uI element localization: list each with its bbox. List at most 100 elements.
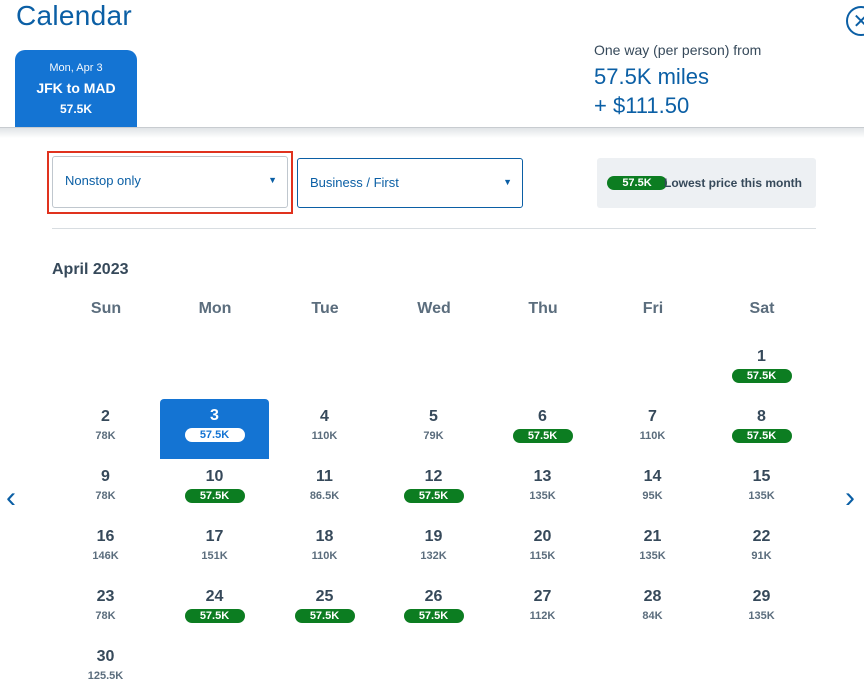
next-month-button[interactable]: › bbox=[845, 483, 855, 513]
day-price: 146K bbox=[92, 550, 119, 562]
calendar-day-13[interactable]: 13 135K bbox=[488, 460, 597, 520]
weekday-tue: Tue bbox=[311, 300, 339, 317]
calendar-day-26[interactable]: 26 57.5K bbox=[379, 580, 488, 640]
day-price: 135K bbox=[529, 490, 556, 502]
calendar-day-2[interactable]: 2 78K bbox=[51, 400, 160, 460]
day-number: 18 bbox=[315, 528, 334, 545]
calendar-day-14[interactable]: 14 95K bbox=[598, 460, 707, 520]
calendar-day-9[interactable]: 9 78K bbox=[51, 460, 160, 520]
legend-text: Lowest price this month bbox=[664, 176, 803, 190]
calendar-day-21[interactable]: 21 135K bbox=[598, 520, 707, 580]
chevron-right-icon: › bbox=[845, 481, 855, 514]
day-number: 6 bbox=[538, 408, 547, 425]
close-icon: ✕ bbox=[852, 10, 864, 33]
close-button[interactable]: ✕ bbox=[846, 6, 864, 36]
calendar-day-12[interactable]: 12 57.5K bbox=[379, 460, 488, 520]
day-price: 86.5K bbox=[309, 490, 340, 502]
calendar-day-17[interactable]: 17 151K bbox=[160, 520, 269, 580]
header-divider bbox=[0, 127, 864, 128]
section-divider bbox=[52, 228, 816, 229]
day-number: 13 bbox=[533, 468, 552, 485]
fare-label: One way (per person) from bbox=[594, 42, 762, 58]
legend-pill: 57.5K bbox=[607, 176, 667, 190]
calendar-day-22[interactable]: 22 91K bbox=[707, 520, 816, 580]
flight-tab[interactable]: Mon, Apr 3 JFK to MAD 57.5K bbox=[15, 50, 137, 128]
day-number: 23 bbox=[96, 588, 115, 605]
day-price: 151K bbox=[201, 550, 228, 562]
day-number: 28 bbox=[643, 588, 662, 605]
fare-miles: 57.5K miles bbox=[594, 64, 709, 89]
day-number: 26 bbox=[424, 588, 443, 605]
calendar-day-7[interactable]: 7 110K bbox=[598, 400, 707, 460]
day-number: 25 bbox=[315, 588, 334, 605]
weekday-thu: Thu bbox=[528, 300, 558, 317]
day-number: 8 bbox=[757, 408, 766, 425]
day-number: 2 bbox=[101, 408, 110, 425]
calendar-day-30[interactable]: 30 125.5K bbox=[51, 640, 160, 700]
month-title: April 2023 bbox=[52, 261, 129, 278]
lowest-price-badge: 57.5K bbox=[184, 609, 245, 623]
day-price: 110K bbox=[311, 550, 338, 562]
weekday-fri: Fri bbox=[642, 300, 664, 317]
day-number: 27 bbox=[533, 588, 552, 605]
stops-select[interactable]: Nonstop only ▼ bbox=[52, 156, 288, 208]
day-number: 14 bbox=[643, 468, 662, 485]
day-number: 3 bbox=[210, 407, 219, 424]
day-price: 135K bbox=[639, 550, 666, 562]
weekday-wed: Wed bbox=[417, 300, 451, 317]
cabin-select-value: Business / First bbox=[310, 175, 399, 190]
calendar-day-6[interactable]: 6 57.5K bbox=[488, 400, 597, 460]
calendar-day-28[interactable]: 28 84K bbox=[598, 580, 707, 640]
day-number: 24 bbox=[205, 588, 224, 605]
day-number: 10 bbox=[205, 468, 224, 485]
weekday-sun: Sun bbox=[90, 300, 122, 317]
day-price: 84K bbox=[642, 610, 663, 622]
calendar-day-18[interactable]: 18 110K bbox=[270, 520, 379, 580]
calendar-day-29[interactable]: 29 135K bbox=[707, 580, 816, 640]
flight-route: JFK to MAD bbox=[36, 80, 116, 96]
day-price: 78K bbox=[95, 490, 116, 502]
weekday-mon: Mon bbox=[198, 300, 232, 317]
lowest-price-badge: 57.5K bbox=[403, 489, 464, 503]
day-price: 110K bbox=[639, 430, 666, 442]
lowest-price-badge: 57.5K bbox=[403, 609, 464, 623]
calendar-day-25[interactable]: 25 57.5K bbox=[270, 580, 379, 640]
calendar-day-10[interactable]: 10 57.5K bbox=[160, 460, 269, 520]
calendar-day-27[interactable]: 27 112K bbox=[488, 580, 597, 640]
lowest-price-badge: 57.5K bbox=[184, 489, 245, 503]
day-number: 21 bbox=[643, 528, 662, 545]
calendar-day-16[interactable]: 16 146K bbox=[51, 520, 160, 580]
calendar-day-8[interactable]: 8 57.5K bbox=[707, 400, 816, 460]
calendar-day-19[interactable]: 19 132K bbox=[379, 520, 488, 580]
calendar-day-20[interactable]: 20 115K bbox=[488, 520, 597, 580]
calendar-day-1[interactable]: 1 57.5K bbox=[707, 340, 816, 400]
day-number: 11 bbox=[316, 468, 333, 485]
day-price: 135K bbox=[748, 610, 775, 622]
day-number: 1 bbox=[757, 348, 766, 365]
fare-cash: + $111.50 bbox=[594, 93, 690, 118]
day-price: 125.5K bbox=[87, 670, 124, 682]
lowest-price-badge: 57.5K bbox=[294, 609, 355, 623]
weekday-sat: Sat bbox=[749, 300, 775, 317]
day-number: 19 bbox=[424, 528, 443, 545]
day-number: 12 bbox=[424, 468, 443, 485]
calendar-day-23[interactable]: 23 78K bbox=[51, 580, 160, 640]
calendar-day-15[interactable]: 15 135K bbox=[707, 460, 816, 520]
day-price: 135K bbox=[748, 490, 775, 502]
caret-down-icon: ▼ bbox=[268, 175, 277, 185]
calendar-day-11[interactable]: 11 86.5K bbox=[270, 460, 379, 520]
day-number: 4 bbox=[320, 408, 329, 425]
day-price: 78K bbox=[95, 430, 116, 442]
day-number: 20 bbox=[533, 528, 552, 545]
day-price: 78K bbox=[95, 610, 116, 622]
calendar-day-24[interactable]: 24 57.5K bbox=[160, 580, 269, 640]
cabin-select[interactable]: Business / First ▼ bbox=[297, 158, 523, 208]
calendar-day-4[interactable]: 4 110K bbox=[270, 400, 379, 460]
calendar-day-5[interactable]: 5 79K bbox=[379, 400, 488, 460]
stops-select-value: Nonstop only bbox=[65, 173, 141, 188]
day-price: 95K bbox=[642, 490, 663, 502]
flight-price: 57.5K bbox=[59, 102, 93, 116]
page-title: Calendar bbox=[16, 0, 133, 31]
prev-month-button[interactable]: ‹ bbox=[6, 483, 16, 513]
calendar-day-3[interactable]: 3 57.5K bbox=[160, 399, 269, 459]
